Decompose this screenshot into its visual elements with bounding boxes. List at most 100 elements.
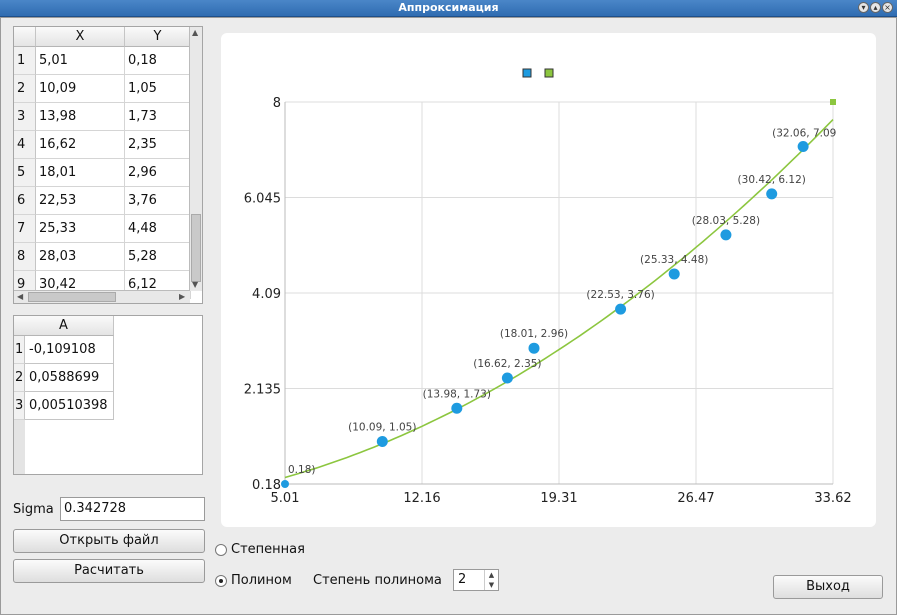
- x-tick-label: 5.01: [271, 491, 300, 506]
- cell-x[interactable]: 16,62: [36, 131, 125, 159]
- row-header[interactable]: 4: [14, 131, 36, 159]
- data-point: [451, 402, 463, 414]
- scroll-left-icon[interactable]: ◀: [17, 292, 24, 301]
- coefficients-table[interactable]: A 1 -0,109108 2 0,0588699 3 0,00510398: [13, 315, 203, 475]
- data-label: (22.53, 3.76): [586, 289, 654, 301]
- cell-x[interactable]: 28,03: [36, 243, 125, 271]
- data-table[interactable]: X Y 1 5,01 0,18 2 10,09 1,05 3 13,98 1,73 4 16,62 2…: [13, 26, 203, 304]
- spin-down-icon[interactable]: ▼: [488, 581, 495, 589]
- chart-area: 5.01 12.16 19.31 26.47 33.62 0.18 2.135 4.09 6.0…: [221, 33, 876, 527]
- close-icon[interactable]: ×: [882, 2, 893, 13]
- data-label: (16.62, 2.35): [473, 358, 541, 370]
- data-point: [797, 140, 809, 152]
- corner-header: [14, 27, 36, 47]
- data-point: [720, 229, 732, 241]
- legend-points-icon: [522, 68, 532, 78]
- power-radio[interactable]: [215, 544, 227, 556]
- data-label: (25.33, 4.48): [640, 254, 708, 266]
- x-tick-label: 26.47: [677, 491, 714, 506]
- data-point: [668, 268, 680, 280]
- data-point: [766, 188, 778, 200]
- spin-up-icon[interactable]: ▲: [488, 571, 495, 579]
- row-header-gutter: [14, 420, 25, 474]
- y-tick-label: 6.045: [244, 192, 281, 207]
- data-point: [615, 303, 627, 315]
- y-tick-label: 4.09: [252, 287, 281, 302]
- data-label: (28.03, 5.28): [692, 215, 760, 227]
- data-point: [501, 372, 513, 384]
- cell-x[interactable]: 25,33: [36, 215, 125, 243]
- coeff-row-header[interactable]: 1: [14, 336, 25, 364]
- coeff-cell[interactable]: 0,0588699: [25, 364, 114, 392]
- chart-svg: 5.01 12.16 19.31 26.47 33.62 0.18 2.135 4.09 6.0…: [244, 68, 852, 506]
- horizontal-scroll-thumb[interactable]: [28, 292, 116, 302]
- row-header[interactable]: 5: [14, 159, 36, 187]
- cell-y[interactable]: 1,05: [125, 75, 191, 103]
- cell-x[interactable]: 22,53: [36, 187, 125, 215]
- scroll-up-icon[interactable]: ▲: [192, 28, 199, 37]
- y-tick-label: 2.135: [244, 383, 281, 398]
- data-label: (30.42, 6.12): [738, 174, 806, 186]
- data-label: (10.09, 1.05): [348, 422, 416, 434]
- maximize-icon[interactable]: ▴: [870, 2, 881, 13]
- coeff-cell[interactable]: 0,00510398: [25, 392, 114, 420]
- cell-y[interactable]: 4,48: [125, 215, 191, 243]
- polynomial-label: Полином: [231, 573, 292, 588]
- data-point: [528, 342, 540, 354]
- window-title: Аппроксимация: [398, 1, 499, 14]
- cell-y[interactable]: 0,18: [125, 47, 191, 75]
- cell-x[interactable]: 13,98: [36, 103, 125, 131]
- row-header[interactable]: 8: [14, 243, 36, 271]
- y-tick-label: 0.18: [252, 478, 281, 493]
- column-header-y[interactable]: Y: [125, 27, 191, 47]
- sigma-label: Sigma: [13, 502, 54, 517]
- x-tick-label: 33.62: [814, 491, 851, 506]
- vertical-scroll-thumb[interactable]: [191, 214, 201, 282]
- row-header[interactable]: 2: [14, 75, 36, 103]
- horizontal-scrollbar[interactable]: ◀ ▶: [14, 290, 190, 303]
- degree-label: Степень полинома: [313, 573, 442, 588]
- row-header[interactable]: 3: [14, 103, 36, 131]
- data-label: (32.06, 7.09: [772, 127, 836, 139]
- column-header-x[interactable]: X: [36, 27, 125, 47]
- exit-button[interactable]: Выход: [773, 575, 883, 599]
- title-bar: Аппроксимация ▾ ▴ ×: [0, 0, 897, 17]
- legend-curve-icon: [544, 68, 554, 78]
- y-tick-label: 8: [273, 96, 281, 111]
- fit-curve: [284, 119, 834, 479]
- data-label: 0.18): [288, 464, 315, 476]
- scroll-right-icon[interactable]: ▶: [179, 292, 186, 301]
- row-header[interactable]: 7: [14, 215, 36, 243]
- data-label: (18.01, 2.96): [500, 328, 568, 340]
- cell-x[interactable]: 5,01: [36, 47, 125, 75]
- curve-end-marker: [830, 99, 836, 105]
- x-tick-label: 19.31: [540, 491, 577, 506]
- cell-y[interactable]: 5,28: [125, 243, 191, 271]
- power-label: Степенная: [231, 542, 305, 557]
- open-file-button[interactable]: Открыть файл: [13, 529, 205, 553]
- sigma-field[interactable]: 0.342728: [60, 497, 205, 521]
- cell-y[interactable]: 3,76: [125, 187, 191, 215]
- polynomial-radio[interactable]: [215, 575, 227, 587]
- cell-y[interactable]: 2,96: [125, 159, 191, 187]
- row-header[interactable]: 6: [14, 187, 36, 215]
- x-tick-label: 12.16: [403, 491, 440, 506]
- cell-y[interactable]: 2,35: [125, 131, 191, 159]
- scroll-down-icon[interactable]: ▼: [192, 280, 199, 289]
- calculate-button[interactable]: Расчитать: [13, 559, 205, 583]
- vertical-scrollbar[interactable]: ▲ ▼: [189, 27, 202, 291]
- column-header-a[interactable]: A: [14, 316, 114, 336]
- data-label: (13.98, 1.73): [423, 388, 491, 400]
- coeff-row-header[interactable]: 2: [14, 364, 25, 392]
- degree-spinbox[interactable]: 2 ▲ ▼: [453, 569, 499, 591]
- coeff-row-header[interactable]: 3: [14, 392, 25, 420]
- data-point: [281, 480, 289, 488]
- row-header[interactable]: 1: [14, 47, 36, 75]
- degree-value: 2: [458, 572, 467, 587]
- coeff-cell[interactable]: -0,109108: [25, 336, 114, 364]
- spin-arrows[interactable]: ▲ ▼: [484, 570, 498, 590]
- cell-x[interactable]: 18,01: [36, 159, 125, 187]
- minimize-icon[interactable]: ▾: [858, 2, 869, 13]
- cell-x[interactable]: 10,09: [36, 75, 125, 103]
- cell-y[interactable]: 1,73: [125, 103, 191, 131]
